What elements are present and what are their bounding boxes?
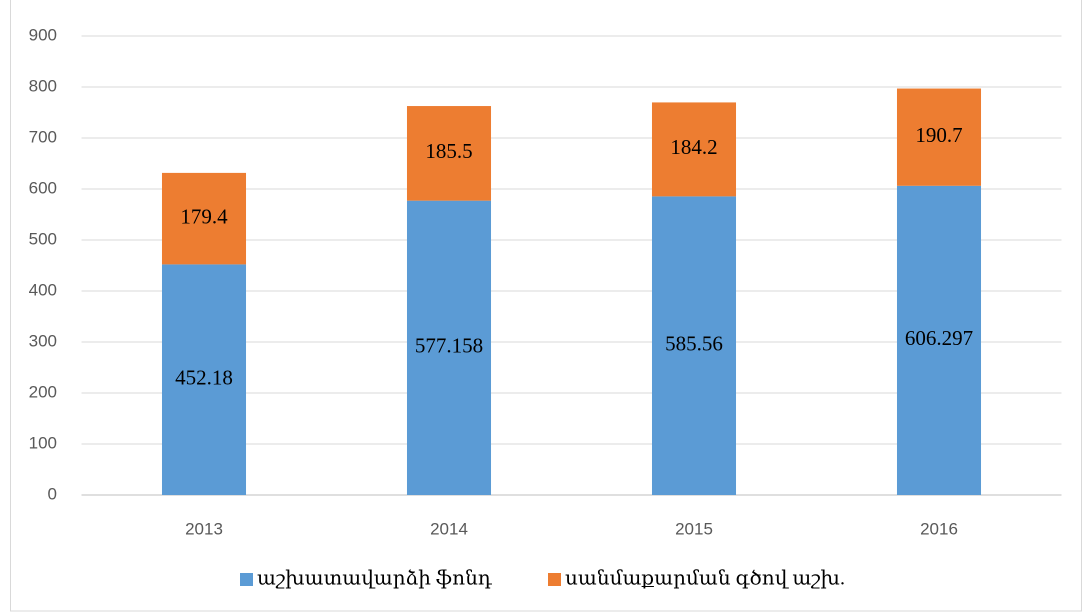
legend-label: սանմաքարման գծով աշխ. [565,568,845,590]
bar-segment [161,264,247,495]
bar-segment [896,88,982,186]
data-label: 577.158 [415,334,483,358]
bar-segment [406,106,492,201]
y-tick-label: 100 [29,433,57,452]
y-tick-label: 800 [29,76,57,95]
y-tick-label: 400 [29,280,57,299]
legend-swatch [240,573,253,586]
data-label: 452.18 [175,366,233,390]
y-tick-label: 300 [29,331,57,350]
data-label: 185.5 [425,139,472,163]
x-tick-label: 2014 [430,519,468,538]
data-label: 190.7 [915,123,962,147]
data-label: 184.2 [670,135,717,159]
y-tick-label: 500 [29,229,57,248]
data-label: 179.4 [180,204,228,228]
data-label: 585.56 [665,331,723,355]
bar-segment [406,200,492,495]
y-tick-label: 0 [48,484,57,503]
y-tick-label: 600 [29,178,57,197]
y-tick-label: 900 [29,25,57,44]
bar-segment [651,196,737,496]
y-tick-label: 700 [29,127,57,146]
legend-swatch [548,573,561,586]
x-tick-label: 2016 [920,519,958,538]
bar-segment [896,185,982,496]
x-tick-label: 2015 [675,519,713,538]
bar-segment [161,172,247,265]
x-tick-label: 2013 [185,519,223,538]
y-tick-label: 200 [29,382,57,401]
data-label: 606.297 [905,326,973,350]
bar-segment [651,102,737,197]
legend-label: աշխատավարձի ֆոնդ [257,568,493,590]
